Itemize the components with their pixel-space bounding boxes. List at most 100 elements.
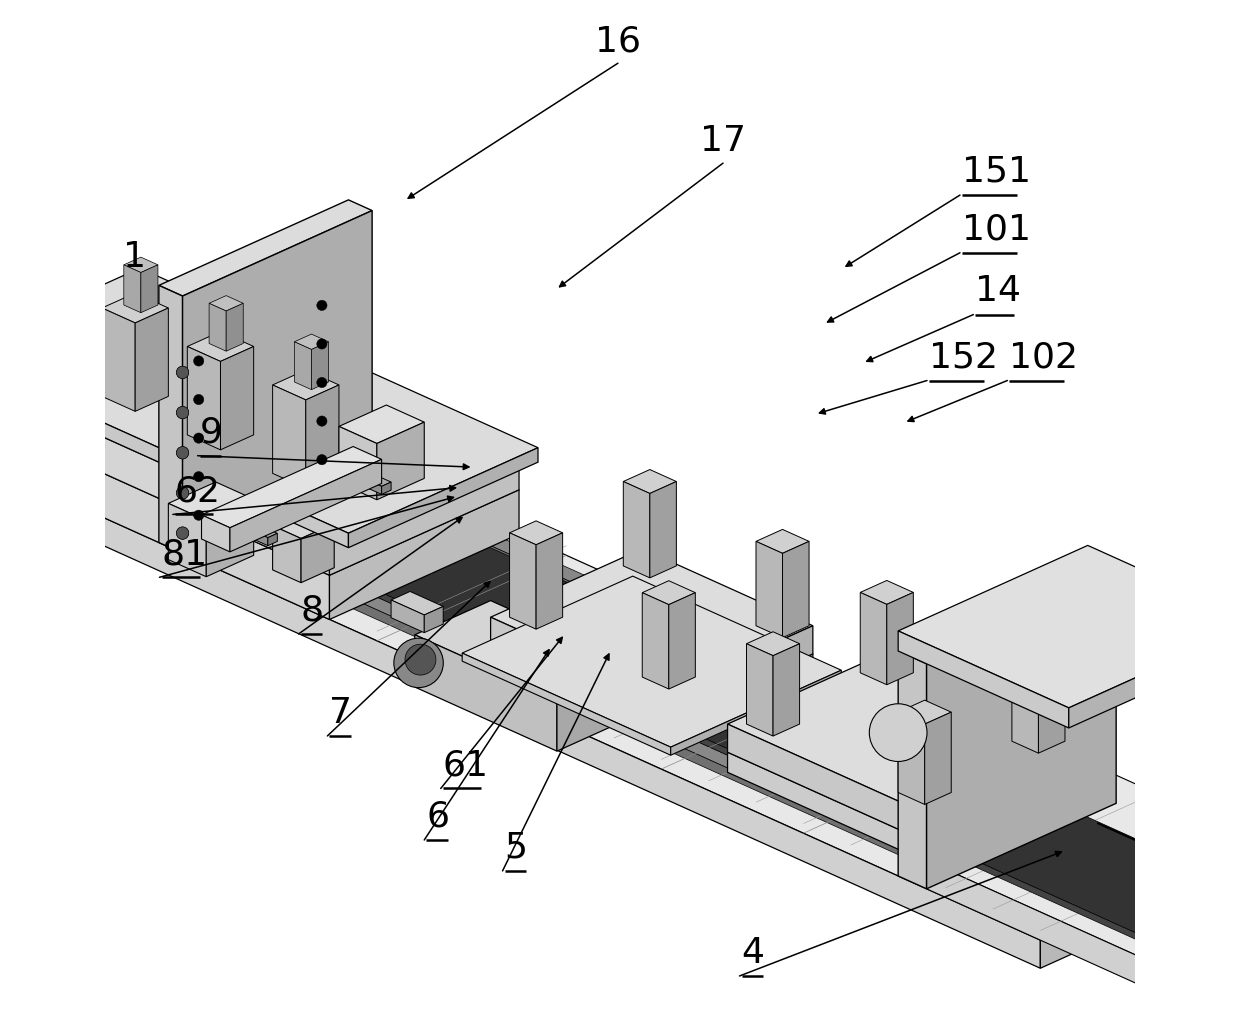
Polygon shape (301, 524, 335, 583)
Polygon shape (339, 427, 377, 500)
Polygon shape (756, 541, 782, 637)
Polygon shape (557, 664, 632, 751)
Polygon shape (206, 499, 254, 576)
Polygon shape (93, 417, 1135, 898)
Circle shape (316, 455, 327, 465)
Polygon shape (746, 644, 773, 737)
Polygon shape (169, 503, 206, 576)
Polygon shape (159, 199, 372, 296)
Text: 7: 7 (330, 696, 352, 729)
Text: 9: 9 (200, 415, 222, 449)
Polygon shape (1145, 817, 1240, 885)
Polygon shape (0, 404, 330, 620)
Polygon shape (210, 304, 226, 351)
Polygon shape (273, 370, 339, 400)
Polygon shape (926, 578, 1116, 888)
Polygon shape (169, 482, 254, 521)
Polygon shape (102, 293, 169, 323)
Polygon shape (510, 521, 563, 544)
Polygon shape (202, 514, 229, 552)
Polygon shape (229, 460, 382, 552)
Polygon shape (773, 644, 800, 737)
Polygon shape (268, 533, 278, 545)
Polygon shape (1012, 649, 1065, 672)
Circle shape (176, 446, 188, 459)
Polygon shape (661, 654, 813, 743)
Polygon shape (728, 724, 918, 838)
Text: 6: 6 (427, 800, 449, 834)
Polygon shape (898, 631, 1069, 728)
Polygon shape (510, 533, 536, 629)
Polygon shape (642, 593, 668, 689)
Text: 1: 1 (124, 241, 146, 275)
Circle shape (193, 395, 203, 405)
Polygon shape (273, 510, 335, 538)
Circle shape (405, 645, 436, 676)
Polygon shape (0, 349, 36, 390)
Circle shape (869, 703, 928, 761)
Polygon shape (124, 257, 157, 273)
Polygon shape (661, 626, 813, 722)
Circle shape (193, 471, 203, 481)
Polygon shape (624, 470, 676, 494)
Polygon shape (414, 634, 557, 751)
Polygon shape (1030, 839, 1135, 893)
Circle shape (176, 487, 188, 499)
Polygon shape (221, 346, 254, 449)
Polygon shape (1145, 829, 1240, 904)
Polygon shape (0, 319, 520, 575)
Polygon shape (159, 285, 182, 554)
Polygon shape (965, 809, 1240, 963)
Text: 5: 5 (505, 831, 527, 865)
Text: 8: 8 (300, 594, 324, 628)
Polygon shape (141, 264, 157, 313)
Polygon shape (226, 304, 243, 351)
Polygon shape (273, 385, 306, 489)
Polygon shape (965, 855, 1202, 969)
Polygon shape (135, 308, 169, 411)
Polygon shape (0, 384, 1230, 940)
Polygon shape (491, 576, 813, 722)
Polygon shape (31, 418, 1027, 877)
Text: 4: 4 (742, 936, 765, 970)
Polygon shape (60, 274, 93, 377)
Polygon shape (414, 600, 632, 699)
Polygon shape (124, 264, 141, 313)
Polygon shape (21, 443, 1079, 919)
Polygon shape (330, 459, 391, 487)
Polygon shape (83, 458, 1030, 893)
Text: 81: 81 (161, 537, 207, 571)
Circle shape (176, 406, 188, 418)
Polygon shape (1135, 881, 1149, 898)
Polygon shape (491, 646, 661, 743)
Polygon shape (898, 712, 925, 805)
Polygon shape (861, 581, 914, 604)
Polygon shape (21, 449, 1064, 930)
Polygon shape (202, 446, 382, 528)
Polygon shape (728, 684, 1069, 838)
Polygon shape (187, 332, 254, 362)
Polygon shape (650, 481, 676, 577)
Polygon shape (210, 295, 243, 311)
Polygon shape (26, 259, 93, 289)
Polygon shape (1064, 913, 1079, 930)
Polygon shape (391, 600, 424, 632)
Circle shape (1233, 893, 1240, 907)
Circle shape (316, 377, 327, 387)
Polygon shape (918, 770, 1069, 857)
Polygon shape (624, 481, 650, 577)
Polygon shape (898, 651, 926, 888)
Polygon shape (306, 385, 339, 489)
Polygon shape (424, 606, 443, 632)
Text: 17: 17 (701, 124, 746, 158)
Polygon shape (0, 368, 330, 575)
Polygon shape (48, 223, 82, 239)
Polygon shape (925, 712, 951, 805)
Polygon shape (1192, 855, 1207, 872)
Circle shape (316, 416, 327, 427)
Polygon shape (391, 592, 443, 615)
Circle shape (176, 527, 188, 539)
Polygon shape (182, 211, 372, 554)
Polygon shape (668, 593, 696, 689)
Polygon shape (339, 405, 424, 443)
